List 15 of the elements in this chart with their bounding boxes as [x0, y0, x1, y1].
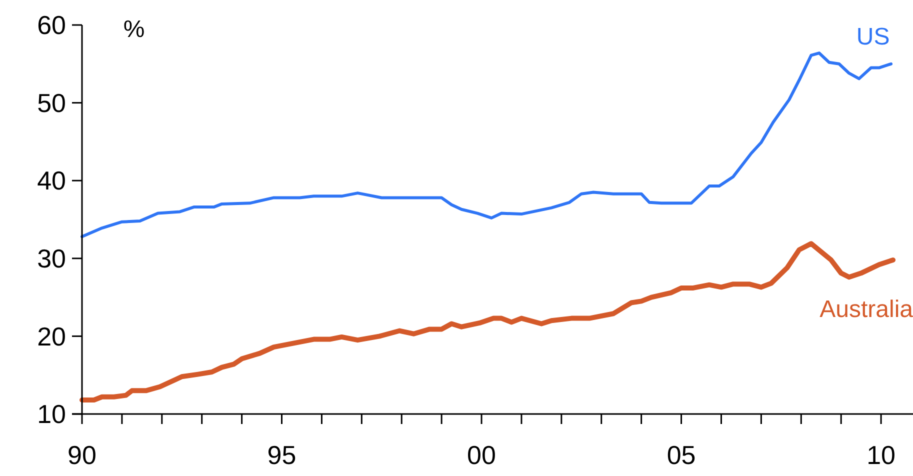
- y-axis-title: %: [123, 16, 145, 43]
- line-series: [80, 52, 893, 238]
- x-tick-label: 95: [267, 440, 296, 470]
- x-tick-label: 05: [666, 440, 696, 470]
- x-tick-label: 10: [866, 440, 896, 470]
- x-tick-label: 90: [68, 440, 96, 470]
- x-tick-label: 00: [467, 440, 496, 470]
- y-tick-label: 20: [37, 321, 66, 352]
- y-tick-label: 10: [37, 399, 66, 430]
- y-tick-label: 60: [37, 10, 66, 40]
- series-label: US: [856, 23, 890, 50]
- y-tick-label: 40: [37, 166, 66, 196]
- series-label: Australia: [820, 296, 913, 323]
- y-tick-label: 30: [37, 244, 66, 274]
- y-tick-label: 50: [37, 88, 66, 118]
